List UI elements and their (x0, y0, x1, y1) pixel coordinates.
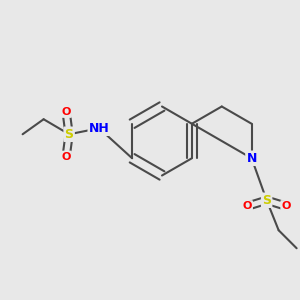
Text: O: O (242, 201, 252, 211)
Text: O: O (281, 201, 291, 211)
Text: NH: NH (89, 122, 110, 135)
Text: S: S (262, 194, 271, 207)
Text: O: O (61, 152, 71, 162)
Text: O: O (61, 107, 71, 117)
Text: N: N (246, 152, 257, 165)
Text: S: S (64, 128, 74, 141)
